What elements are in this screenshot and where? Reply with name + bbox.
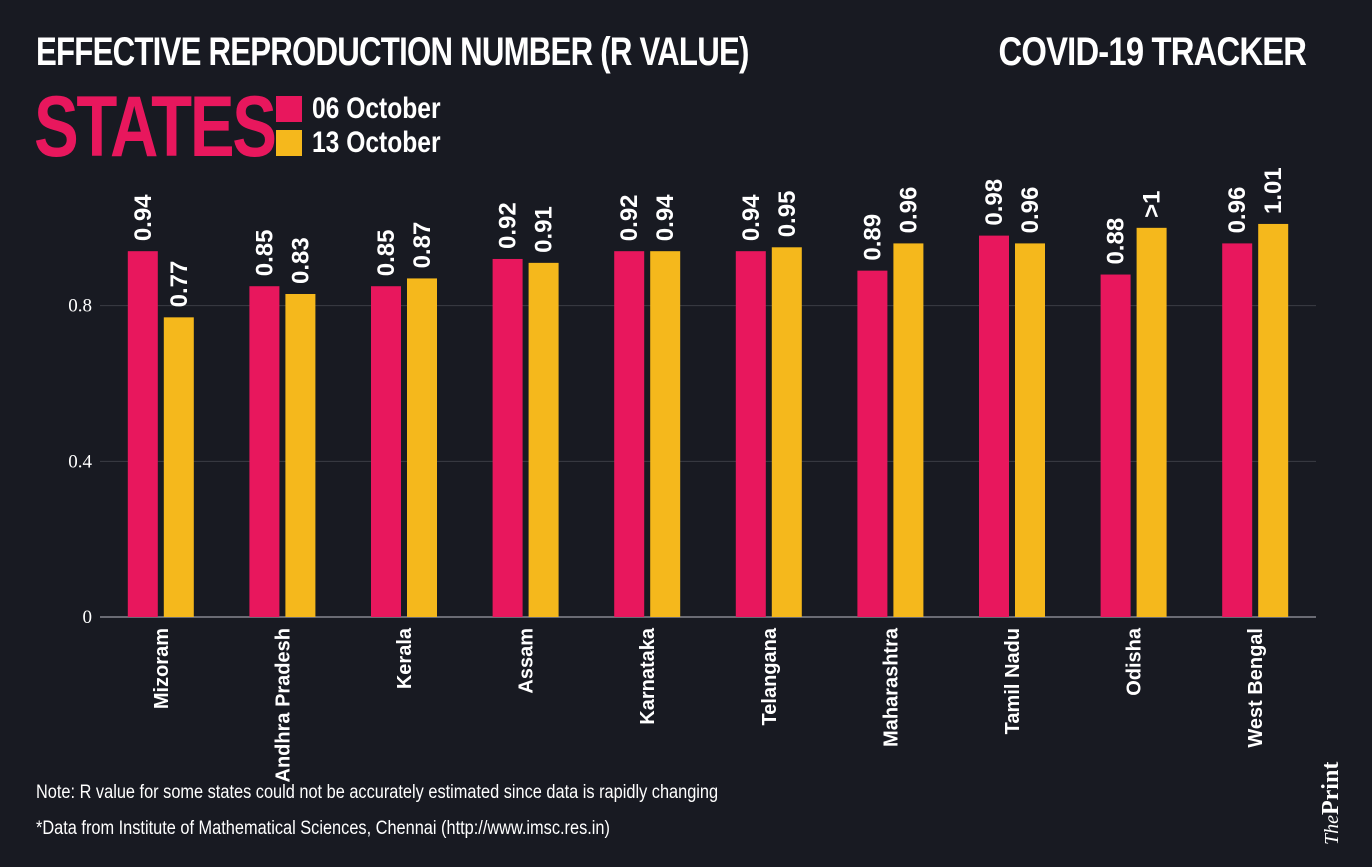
legend-swatch-series-1 <box>276 96 302 122</box>
bar <box>735 251 766 617</box>
x-tick-label: West Bengal <box>1245 628 1267 748</box>
bar <box>1136 227 1167 618</box>
x-tick-label: Assam <box>516 628 538 694</box>
bar <box>1100 274 1131 617</box>
y-tick-label: 0 <box>83 607 93 628</box>
data-label: 0.85 <box>373 229 400 276</box>
data-label: 0.88 <box>1103 218 1130 265</box>
logo-print: Print <box>1318 761 1344 815</box>
data-label: >1 <box>1139 190 1166 217</box>
tracker-label: COVID-19 TRACKER <box>998 30 1306 74</box>
bar <box>1222 243 1253 617</box>
legend-item-series-2: 13 October <box>276 126 469 160</box>
legend: 06 October 13 October <box>276 92 469 160</box>
x-tick-label: Tamil Nadu <box>1002 628 1024 734</box>
bar <box>1015 243 1045 617</box>
data-label: 0.94 <box>652 194 679 241</box>
footnote-source: *Data from Institute of Mathematical Sci… <box>36 818 610 839</box>
data-label: 0.83 <box>287 237 314 284</box>
data-label: 0.85 <box>251 229 278 276</box>
data-label: 0.92 <box>616 194 643 241</box>
data-label: 0.92 <box>495 202 522 249</box>
bar <box>528 262 559 617</box>
bar <box>614 251 645 617</box>
chart-title: EFFECTIVE REPRODUCTION NUMBER (R VALUE) <box>36 30 749 74</box>
data-label: 0.96 <box>1017 187 1044 234</box>
footnote-note: Note: R value for some states could not … <box>36 782 719 803</box>
bar <box>492 258 523 617</box>
x-tick-label: Kerala <box>394 627 416 689</box>
legend-item-series-1: 06 October <box>276 92 469 126</box>
bar <box>163 317 194 617</box>
bar <box>771 247 802 617</box>
bar <box>249 286 280 617</box>
bar <box>1258 223 1289 618</box>
bar <box>407 278 437 617</box>
brand-logo: ThePrint <box>1318 762 1345 845</box>
bar <box>127 251 158 617</box>
section-heading: STATES <box>34 79 277 175</box>
x-tick-label: Odisha <box>1124 627 1146 696</box>
bar <box>893 243 924 617</box>
bar <box>371 286 401 617</box>
bar <box>979 235 1009 617</box>
logo-the: The <box>1321 815 1343 845</box>
y-tick-label: 0.4 <box>68 451 92 472</box>
x-tick-label: Maharashtra <box>880 627 902 747</box>
data-label: 0.96 <box>1224 187 1251 234</box>
data-label: 0.98 <box>981 179 1008 226</box>
data-label: 0.87 <box>409 222 436 269</box>
data-label: 0.89 <box>859 214 886 261</box>
data-label: 0.95 <box>774 191 801 238</box>
bar <box>857 270 888 617</box>
data-label: 1.01 <box>1260 167 1287 214</box>
data-label: 0.96 <box>895 187 922 234</box>
legend-label-series-1: 06 October <box>312 92 441 125</box>
y-tick-label: 0.8 <box>68 296 92 317</box>
x-tick-label: Andhra Pradesh <box>272 628 294 782</box>
data-label: 0.91 <box>531 206 558 253</box>
x-tick-label: Telangana <box>759 627 781 725</box>
legend-label-series-2: 13 October <box>312 126 441 159</box>
bar <box>650 251 681 617</box>
data-label: 0.94 <box>130 194 157 241</box>
legend-swatch-series-2 <box>276 130 302 156</box>
bar <box>285 293 316 617</box>
data-label: 0.94 <box>738 194 765 241</box>
x-tick-label: Mizoram <box>151 628 173 709</box>
data-label: 0.77 <box>166 261 193 308</box>
x-tick-label: Karnataka <box>637 627 659 725</box>
